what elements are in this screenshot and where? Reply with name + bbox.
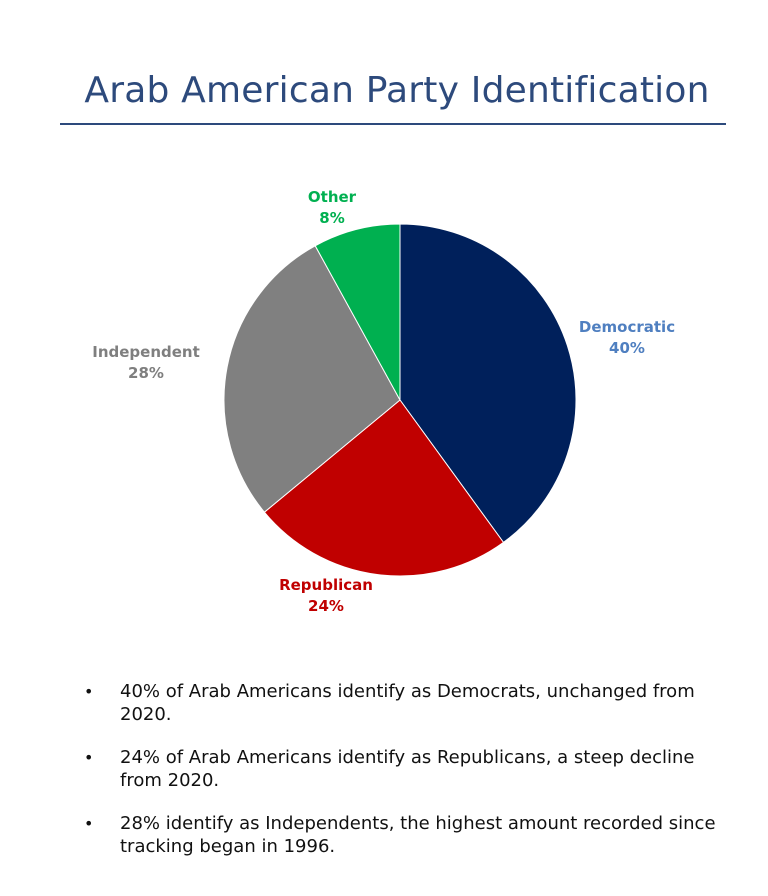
pie-slice-other [314, 223, 401, 401]
pie-slice-independent [223, 245, 401, 513]
bullet-list: • 40% of Arab Americans identify as Demo… [84, 680, 724, 878]
title-underline [60, 123, 726, 125]
pie-slice-democratic [399, 223, 577, 544]
slice-label-other: Other 8% [308, 188, 357, 227]
bullet-marker: • [84, 814, 94, 833]
pie-slices [223, 223, 577, 577]
bullet-text: 24% of Arab Americans identify as Republ… [120, 747, 695, 791]
pie-labels: Democratic 40% Republican 24% Independent 28%… [92, 188, 675, 615]
bullet-text: 40% of Arab Americans identify as Democr… [120, 681, 695, 725]
bullet-item-democrats: • 40% of Arab Americans identify as Demo… [84, 680, 724, 726]
slice-label-democratic: Democratic 40% [579, 318, 675, 357]
pie-chart: Democratic 40% Republican 24% Independent 28%… [92, 188, 675, 615]
chart-title: Arab American Party Identification [84, 70, 710, 111]
bullet-marker: • [84, 748, 94, 767]
slice-label-independent: Independent 28% [92, 343, 200, 382]
slice-label-republican: Republican 24% [279, 576, 373, 615]
bullet-item-independents: • 28% identify as Independents, the high… [84, 812, 724, 858]
pie-slice-republican [263, 399, 505, 577]
bullet-marker: • [84, 682, 94, 701]
bullet-item-republicans: • 24% of Arab Americans identify as Repu… [84, 746, 724, 792]
bullet-text: 28% identify as Independents, the highes… [120, 813, 716, 857]
